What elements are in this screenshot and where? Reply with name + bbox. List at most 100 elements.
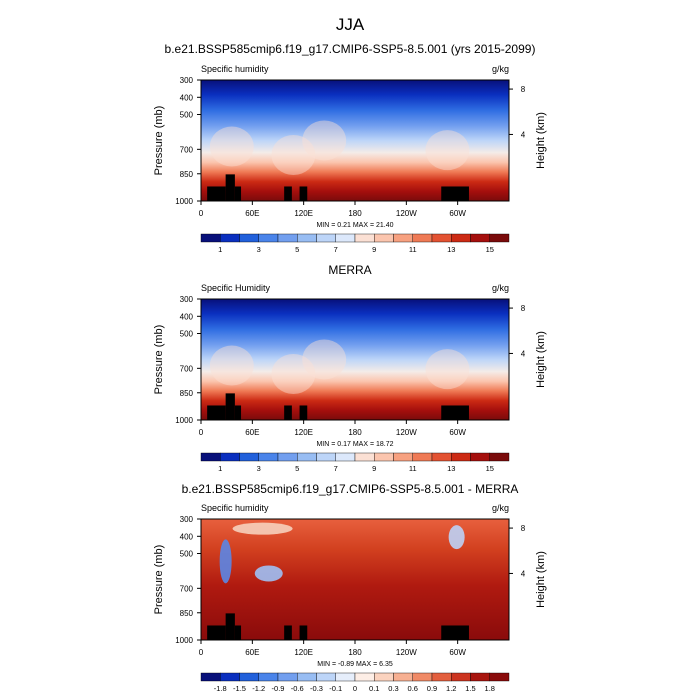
terrain-mask: [234, 186, 242, 201]
contour-field: [201, 299, 509, 420]
colorbar-label: -1.8: [214, 684, 227, 693]
colorbar-label: 15: [486, 245, 494, 254]
colorbar-swatch: [258, 233, 279, 243]
right-tick-label: 8: [521, 304, 526, 313]
contour-blob: [232, 522, 293, 535]
right-tick-label: 8: [521, 85, 526, 94]
colorbar-swatch: [412, 452, 433, 462]
x-tick-label: 120E: [294, 648, 313, 657]
x-tick-label: 120W: [396, 648, 417, 657]
min-max-label: MIN = 0.21 MAX = 21.40: [316, 222, 393, 229]
variable-label: Specific Humidity: [201, 283, 271, 293]
variable-label: Specific humidity: [201, 503, 269, 513]
y-tick-label: 1000: [175, 416, 193, 425]
y-tick-label: 500: [180, 329, 194, 338]
colorbar-label: 1.2: [446, 684, 456, 693]
colorbar-swatch: [451, 672, 471, 682]
x-tick-label: 60W: [449, 209, 466, 218]
colorbar-swatch: [451, 452, 471, 462]
colorbar-label: -0.3: [310, 684, 323, 693]
x-tick-label: 180: [348, 209, 362, 218]
colorbar-swatch: [297, 233, 317, 243]
terrain-mask: [299, 405, 308, 420]
colorbar-swatch: [393, 672, 413, 682]
x-tick-label: 60W: [449, 648, 466, 657]
chart-panel-3: b.e21.BSSP585cmip6.f19_g17.CMIP6-SSP5-8.…: [153, 482, 547, 693]
terrain-mask: [441, 625, 469, 640]
colorbar-swatch: [374, 452, 394, 462]
colorbar-label: 0.6: [408, 684, 418, 693]
x-tick-label: 60E: [245, 428, 259, 437]
y-tick-label: 500: [180, 549, 194, 558]
x-tick-label: 120W: [396, 209, 417, 218]
contour-blob: [254, 565, 283, 582]
colorbar-swatch: [316, 672, 336, 682]
panel-title: b.e21.BSSP585cmip6.f19_g17.CMIP6-SSP5-8.…: [165, 42, 536, 56]
contour-blob: [302, 120, 347, 161]
terrain-mask: [207, 186, 226, 201]
contour-blob: [271, 135, 316, 176]
y-axis-label: Pressure (mb): [153, 106, 165, 176]
x-tick-label: 120E: [294, 428, 313, 437]
y-tick-label: 400: [180, 532, 194, 541]
colorbar-swatch: [354, 452, 375, 462]
x-tick-label: 0: [199, 209, 204, 218]
colorbar-swatch: [470, 233, 490, 243]
contour-blob: [209, 345, 254, 386]
colorbar-label: 11: [409, 464, 417, 473]
colorbar-label: 11: [409, 245, 417, 254]
contour-blob: [302, 339, 347, 380]
colorbar-label: 0.1: [369, 684, 379, 693]
panel-title: MERRA: [328, 263, 371, 277]
min-max-label: MIN = -0.89 MAX = 6.35: [317, 661, 393, 668]
colorbar-swatch: [239, 452, 259, 462]
colorbar-label: 13: [447, 464, 455, 473]
colorbar-label: 5: [295, 245, 299, 254]
colorbar-swatch: [277, 452, 298, 462]
right-tick-label: 4: [521, 349, 526, 358]
y-axis-right-label: Height (km): [535, 331, 547, 388]
y-tick-label: 850: [180, 609, 194, 618]
x-tick-label: 60W: [449, 428, 466, 437]
colorbar-swatch: [489, 452, 510, 462]
y-tick-label: 700: [180, 364, 194, 373]
contour-blob: [271, 354, 316, 395]
colorbar-swatch: [258, 452, 279, 462]
min-max-label: MIN = 0.17 MAX = 18.72: [316, 441, 393, 448]
terrain-mask: [225, 613, 235, 640]
colorbar-swatch: [220, 233, 240, 243]
y-tick-label: 300: [180, 515, 194, 524]
colorbar-label: 1.5: [465, 684, 475, 693]
colorbar-swatch: [220, 452, 240, 462]
y-axis-right-label: Height (km): [535, 551, 547, 608]
colorbar-label: 9: [372, 464, 376, 473]
x-tick-label: 120W: [396, 428, 417, 437]
colorbar-swatch: [239, 672, 259, 682]
contour-blob: [448, 525, 465, 550]
terrain-mask: [284, 186, 292, 201]
x-tick-label: 60E: [245, 648, 259, 657]
y-tick-label: 300: [180, 295, 194, 304]
colorbar-swatch: [412, 233, 433, 243]
colorbar-swatch: [431, 452, 452, 462]
terrain-mask: [225, 393, 235, 420]
x-tick-label: 180: [348, 648, 362, 657]
colorbar-label: 7: [334, 245, 338, 254]
colorbar-swatch: [258, 672, 279, 682]
terrain-mask: [225, 174, 235, 201]
x-tick-label: 120E: [294, 209, 313, 218]
y-tick-label: 700: [180, 145, 194, 154]
colorbar-label: 1: [218, 245, 222, 254]
colorbar-swatch: [200, 452, 221, 462]
terrain-mask: [207, 405, 226, 420]
colorbar-label: 3: [257, 245, 261, 254]
colorbar-swatch: [489, 233, 510, 243]
panel-title: b.e21.BSSP585cmip6.f19_g17.CMIP6-SSP5-8.…: [182, 482, 519, 496]
terrain-mask: [234, 625, 242, 640]
colorbar-label: -0.1: [329, 684, 342, 693]
colorbar-label: -1.5: [233, 684, 246, 693]
colorbar-label: -0.9: [272, 684, 285, 693]
colorbar-label: 1: [218, 464, 222, 473]
colorbar-label: -1.2: [252, 684, 265, 693]
